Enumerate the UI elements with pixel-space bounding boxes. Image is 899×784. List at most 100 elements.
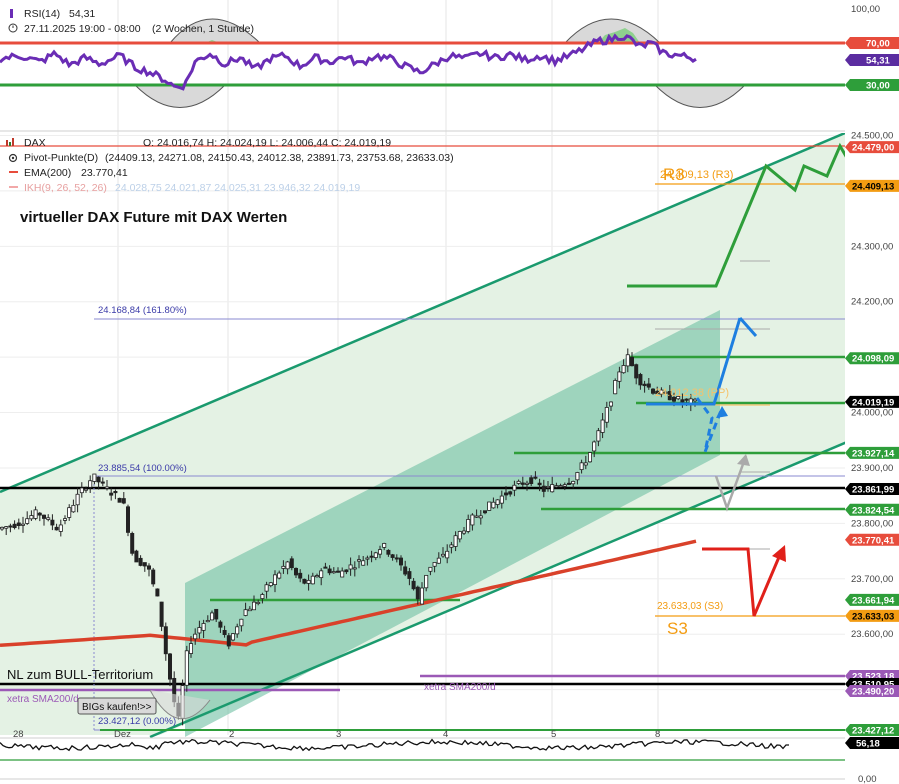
candle bbox=[512, 480, 517, 497]
candle bbox=[37, 511, 42, 522]
candle bbox=[432, 562, 437, 573]
fib-mid-label: 23.885,54 (100.00%) bbox=[98, 463, 187, 474]
bigs-box[interactable] bbox=[77, 697, 157, 715]
candle bbox=[520, 476, 525, 488]
price-tick: 23.900,00 bbox=[851, 463, 893, 474]
blue-arrowhead-icon bbox=[738, 317, 758, 337]
candle bbox=[625, 348, 630, 373]
projection-blue-dashed bbox=[695, 397, 724, 453]
candle bbox=[218, 620, 223, 633]
pivot-label: Pivot-Punkte(D) bbox=[24, 152, 98, 164]
candle bbox=[567, 477, 572, 485]
candle bbox=[298, 569, 303, 583]
price-tick: 23.600,00 bbox=[851, 629, 893, 640]
candle bbox=[495, 499, 500, 509]
candle bbox=[575, 471, 580, 485]
candle bbox=[562, 482, 567, 491]
candle bbox=[571, 480, 576, 489]
main-plot bbox=[0, 133, 845, 738]
candle bbox=[470, 513, 475, 531]
candle bbox=[529, 475, 534, 487]
candle bbox=[415, 585, 420, 605]
candle bbox=[659, 387, 664, 398]
candle bbox=[655, 386, 660, 395]
fib-top-label: 24.168,84 (161.80%) bbox=[98, 305, 187, 316]
candle bbox=[201, 619, 206, 639]
candle bbox=[4, 525, 9, 536]
candle bbox=[188, 636, 193, 658]
rsi-panel bbox=[0, 18, 845, 108]
rsi-badge: 54,31 bbox=[845, 54, 899, 67]
candle bbox=[277, 570, 282, 580]
candle bbox=[272, 570, 277, 593]
candle bbox=[390, 553, 395, 561]
candle bbox=[155, 588, 160, 597]
candle bbox=[348, 557, 353, 576]
candle bbox=[293, 567, 298, 578]
candle bbox=[373, 551, 378, 561]
candle bbox=[235, 623, 240, 638]
x-label-8: 8 bbox=[655, 729, 660, 740]
price-badge-label: 23.427,12 bbox=[852, 726, 894, 737]
candle bbox=[356, 555, 361, 569]
ema-value: 23.770,41 bbox=[81, 167, 128, 179]
candle bbox=[16, 518, 21, 530]
price-axis: 100,00 70,00 54,31 30,00 24.500,00 24.300,0… bbox=[845, 0, 899, 784]
candle bbox=[588, 452, 593, 463]
candle bbox=[411, 578, 416, 591]
rsi-badge-label: 70,00 bbox=[866, 39, 890, 50]
candle bbox=[285, 560, 290, 575]
candle bbox=[344, 569, 349, 575]
rsi-overbought-lobe bbox=[563, 18, 662, 44]
candle bbox=[105, 479, 110, 491]
candle bbox=[58, 519, 63, 537]
projection-red-path bbox=[702, 547, 784, 617]
candles-icon-2 bbox=[9, 142, 11, 146]
candle bbox=[525, 480, 530, 491]
candle bbox=[260, 592, 265, 604]
candle bbox=[138, 555, 143, 567]
osc-tick-0: 0,00 bbox=[858, 774, 877, 784]
candle bbox=[457, 530, 462, 543]
main-ohlc: O: 24.016,74 H: 24.024,19 L: 24.006,44 C… bbox=[143, 137, 391, 149]
candle bbox=[361, 555, 366, 566]
candle bbox=[403, 560, 408, 577]
price-badge: 23.490,20 bbox=[845, 685, 899, 698]
candle bbox=[306, 574, 311, 591]
candle bbox=[205, 615, 210, 623]
candle bbox=[302, 578, 307, 585]
ema-swatch bbox=[9, 171, 18, 173]
rsi-timerange: 27.11.2025 19:00 - 08:00 bbox=[24, 23, 141, 35]
candle bbox=[54, 523, 59, 531]
candle bbox=[419, 582, 424, 605]
candle bbox=[109, 487, 114, 501]
candles-icon-3 bbox=[12, 138, 14, 146]
candle bbox=[377, 545, 382, 559]
price-badge: 24.409,13 bbox=[845, 179, 899, 192]
ikh-values: 24.028,75 24.021,87 24.025,31 23.946,32 … bbox=[115, 182, 360, 194]
candle bbox=[0, 526, 4, 531]
candle bbox=[646, 377, 651, 390]
rsi-line bbox=[0, 33, 697, 91]
channel-upper-line bbox=[0, 133, 845, 494]
rsi-value: 54,31 bbox=[69, 8, 95, 20]
rsi-badge-label: 54,31 bbox=[866, 56, 890, 67]
candle bbox=[251, 595, 256, 611]
x-label-dez: Dez bbox=[114, 729, 131, 740]
price-badge: 23.633,03 bbox=[845, 609, 899, 622]
price-badge: 24.019,19 bbox=[845, 395, 899, 408]
price-badge: 23.927,14 bbox=[845, 446, 899, 459]
candle bbox=[100, 477, 105, 487]
candle bbox=[609, 401, 614, 412]
candle bbox=[453, 531, 458, 552]
candle bbox=[436, 552, 441, 564]
candle bbox=[71, 499, 76, 513]
price-axis-bg bbox=[845, 0, 899, 784]
candle bbox=[25, 511, 30, 525]
price-badge-label: 23.490,20 bbox=[852, 687, 894, 698]
candle bbox=[382, 542, 387, 551]
rsi-badge: 70,00 bbox=[845, 37, 899, 50]
ema200-line bbox=[0, 539, 697, 648]
rsi-overbought-lobe bbox=[168, 18, 262, 44]
